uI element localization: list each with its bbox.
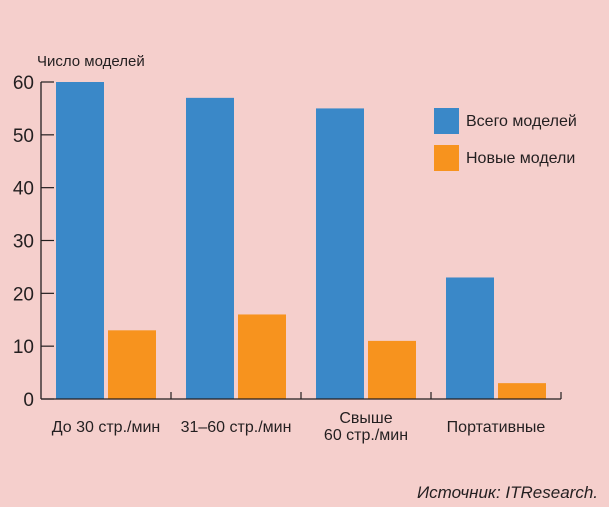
y-tick-label: 30 bbox=[13, 232, 34, 253]
bar-new-3 bbox=[498, 383, 546, 399]
x-tick-label: 31–60 стр./мин bbox=[181, 419, 292, 436]
x-tick-label-line: До 30 стр./мин bbox=[52, 419, 161, 436]
x-tick-label: До 30 стр./мин bbox=[52, 419, 161, 436]
bar-new-0 bbox=[108, 330, 156, 399]
x-tick-label-line: 31–60 стр./мин bbox=[181, 419, 292, 436]
y-tick-label: 20 bbox=[13, 284, 34, 305]
legend-swatch bbox=[434, 108, 459, 134]
bar-total-3 bbox=[446, 277, 494, 399]
y-tick-label: 50 bbox=[13, 126, 34, 147]
x-tick-label: Свыше 60 стр./мин bbox=[324, 410, 408, 444]
y-axis-label: Число моделей bbox=[37, 53, 145, 70]
bar-total-2 bbox=[316, 108, 364, 400]
bar-total-1 bbox=[186, 97, 234, 399]
legend-label: Всего моделей bbox=[466, 113, 577, 130]
legend-label: Новые модели bbox=[466, 150, 575, 167]
x-tick-label-line: 60 стр./мин bbox=[324, 427, 408, 444]
y-tick-label: 10 bbox=[13, 337, 34, 358]
x-tick-label-line: Портативные bbox=[447, 419, 546, 436]
bar-new-1 bbox=[238, 314, 286, 399]
bar-new-2 bbox=[368, 340, 416, 399]
y-tick-label: 40 bbox=[13, 179, 34, 200]
y-tick-label: 60 bbox=[13, 73, 34, 94]
x-tick-label-line: Свыше bbox=[339, 410, 392, 427]
legend-swatch bbox=[434, 145, 459, 171]
x-tick-label: Портативные bbox=[447, 419, 546, 436]
bar-total-0 bbox=[56, 82, 104, 399]
source-note: Источник: ITResearch. bbox=[417, 483, 598, 502]
y-tick-label: 0 bbox=[23, 390, 34, 411]
